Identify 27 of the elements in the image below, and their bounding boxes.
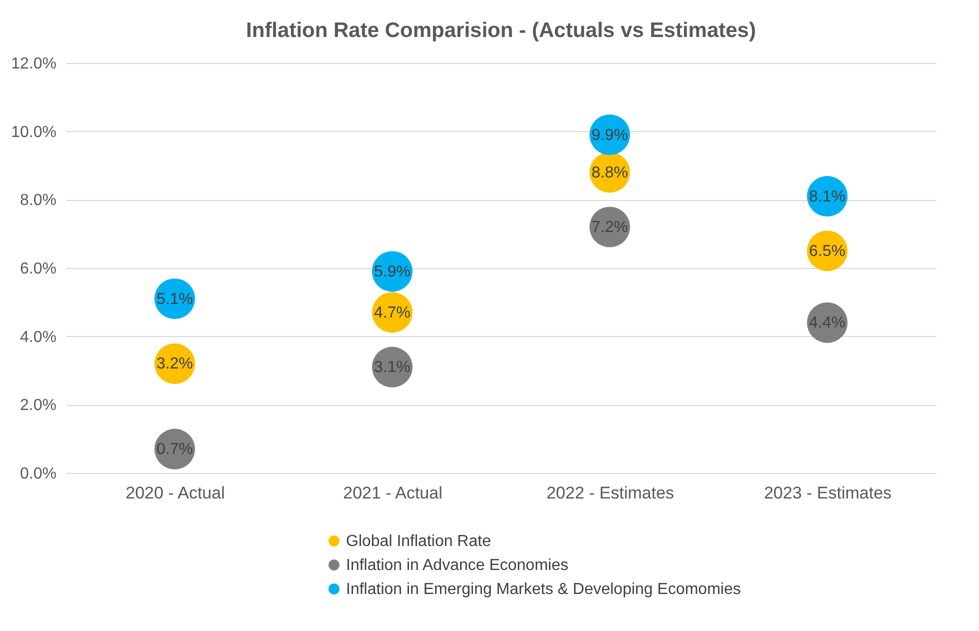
data-label: 5.1% — [156, 290, 193, 308]
legend-label: Inflation in Emerging Markets & Developing Ecomomies — [346, 581, 741, 598]
y-tick-label: 12.0% — [11, 56, 56, 72]
y-tick-label: 4.0% — [20, 328, 56, 346]
x-tick-label: 2020 - Actual — [126, 484, 225, 502]
data-label: 5.9% — [374, 263, 410, 280]
y-tick-label: 10.0% — [11, 124, 56, 141]
legend-label: Inflation in Advance Economies — [346, 557, 568, 574]
x-tick-label: 2021 - Actual — [343, 484, 442, 502]
chart-title: Inflation Rate Comparision - (Actuals vs Estimates) — [246, 19, 756, 42]
data-label: 4.4% — [809, 314, 846, 332]
data-label: 0.7% — [156, 441, 193, 458]
data-label: 8.1% — [809, 188, 846, 206]
x-tick-label: 2022 - Estimates — [546, 484, 674, 502]
data-label: 3.1% — [374, 359, 410, 376]
data-label: 3.2% — [156, 356, 193, 373]
y-tick-label: 8.0% — [20, 192, 56, 210]
data-label: 7.2% — [592, 219, 628, 236]
y-tick-label: 0.0% — [20, 466, 56, 482]
data-label: 4.7% — [374, 304, 410, 322]
x-tick-label: 2023 - Estimates — [764, 484, 892, 502]
data-label: 9.9% — [592, 126, 628, 144]
data-label: 8.8% — [592, 164, 628, 182]
data-label: 6.5% — [809, 242, 846, 260]
y-tick-label: 6.0% — [20, 260, 56, 278]
y-tick-label: 2.0% — [20, 397, 56, 414]
legend-label: Global Inflation Rate — [346, 533, 492, 550]
